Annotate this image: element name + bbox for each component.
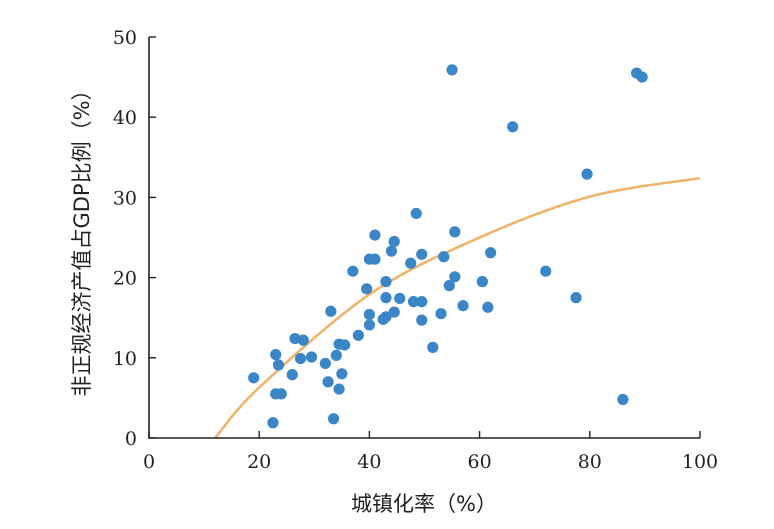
data-point (361, 283, 373, 295)
y-tick-label: 30 (113, 187, 137, 209)
y-tick-label: 50 (113, 27, 137, 49)
data-point (322, 376, 334, 388)
data-point (380, 276, 392, 288)
fit-curve-layer (214, 176, 701, 439)
data-point (248, 372, 260, 384)
data-point (617, 393, 629, 406)
data-point (333, 383, 345, 395)
data-point (369, 229, 381, 241)
data-point (435, 308, 447, 320)
data-point (636, 71, 648, 83)
data-point (297, 334, 309, 346)
data-point (570, 292, 582, 304)
data-point (388, 235, 400, 248)
x-tick-label: 100 (682, 451, 718, 473)
data-point (416, 314, 428, 326)
axes (148, 37, 700, 439)
data-point (581, 168, 593, 180)
data-point (336, 368, 348, 380)
data-point (485, 247, 497, 259)
data-point (410, 207, 422, 220)
data-point (267, 417, 279, 429)
x-tick-label: 60 (468, 451, 492, 473)
y-tick-label: 40 (113, 107, 137, 129)
x-tick-label: 0 (143, 451, 155, 473)
x-axis-ticks: 0 20 40 60 80 100 (143, 431, 718, 473)
data-point (352, 329, 364, 341)
data-point (416, 296, 428, 308)
y-tick-label: 10 (113, 348, 137, 370)
data-point (407, 296, 420, 308)
fit-curve-line (214, 176, 701, 439)
data-point (363, 308, 375, 321)
data-point (369, 253, 381, 265)
data-point (507, 121, 519, 133)
data-point (394, 292, 406, 305)
data-point (327, 413, 340, 425)
data-points-layer (248, 64, 648, 429)
data-point (405, 257, 417, 269)
data-point (449, 271, 461, 283)
data-point (347, 265, 359, 277)
y-tick-label: 20 (113, 268, 137, 290)
x-tick-label: 20 (247, 451, 271, 473)
y-axis-title: 非正规经济产值占GDP比例（%） (70, 79, 94, 396)
x-tick-label: 40 (357, 451, 381, 473)
data-point (294, 353, 307, 365)
data-point (449, 226, 461, 238)
x-axis-title: 城镇化率（%） (351, 492, 497, 516)
data-point (380, 311, 392, 323)
data-point (457, 300, 469, 312)
y-tick-label: 0 (125, 428, 137, 450)
axis-lines (148, 37, 700, 439)
data-point (380, 292, 392, 304)
data-point (339, 339, 351, 351)
data-point (388, 306, 400, 318)
data-point (476, 276, 488, 288)
data-point (540, 265, 552, 277)
data-point (275, 388, 287, 400)
y-axis-ticks: 0 10 20 30 40 50 (113, 27, 156, 450)
data-point (325, 305, 337, 317)
data-point (385, 245, 398, 257)
data-point (427, 341, 439, 353)
data-point (305, 351, 318, 363)
data-point (270, 348, 282, 361)
data-point (272, 359, 285, 371)
data-point (416, 248, 428, 260)
x-tick-label: 80 (578, 451, 602, 473)
data-point (319, 357, 331, 370)
data-point (443, 280, 455, 292)
data-point (286, 369, 298, 381)
data-point (363, 319, 375, 331)
data-point (482, 301, 494, 313)
data-point (446, 64, 458, 76)
data-point (438, 251, 450, 263)
data-point (330, 349, 342, 361)
